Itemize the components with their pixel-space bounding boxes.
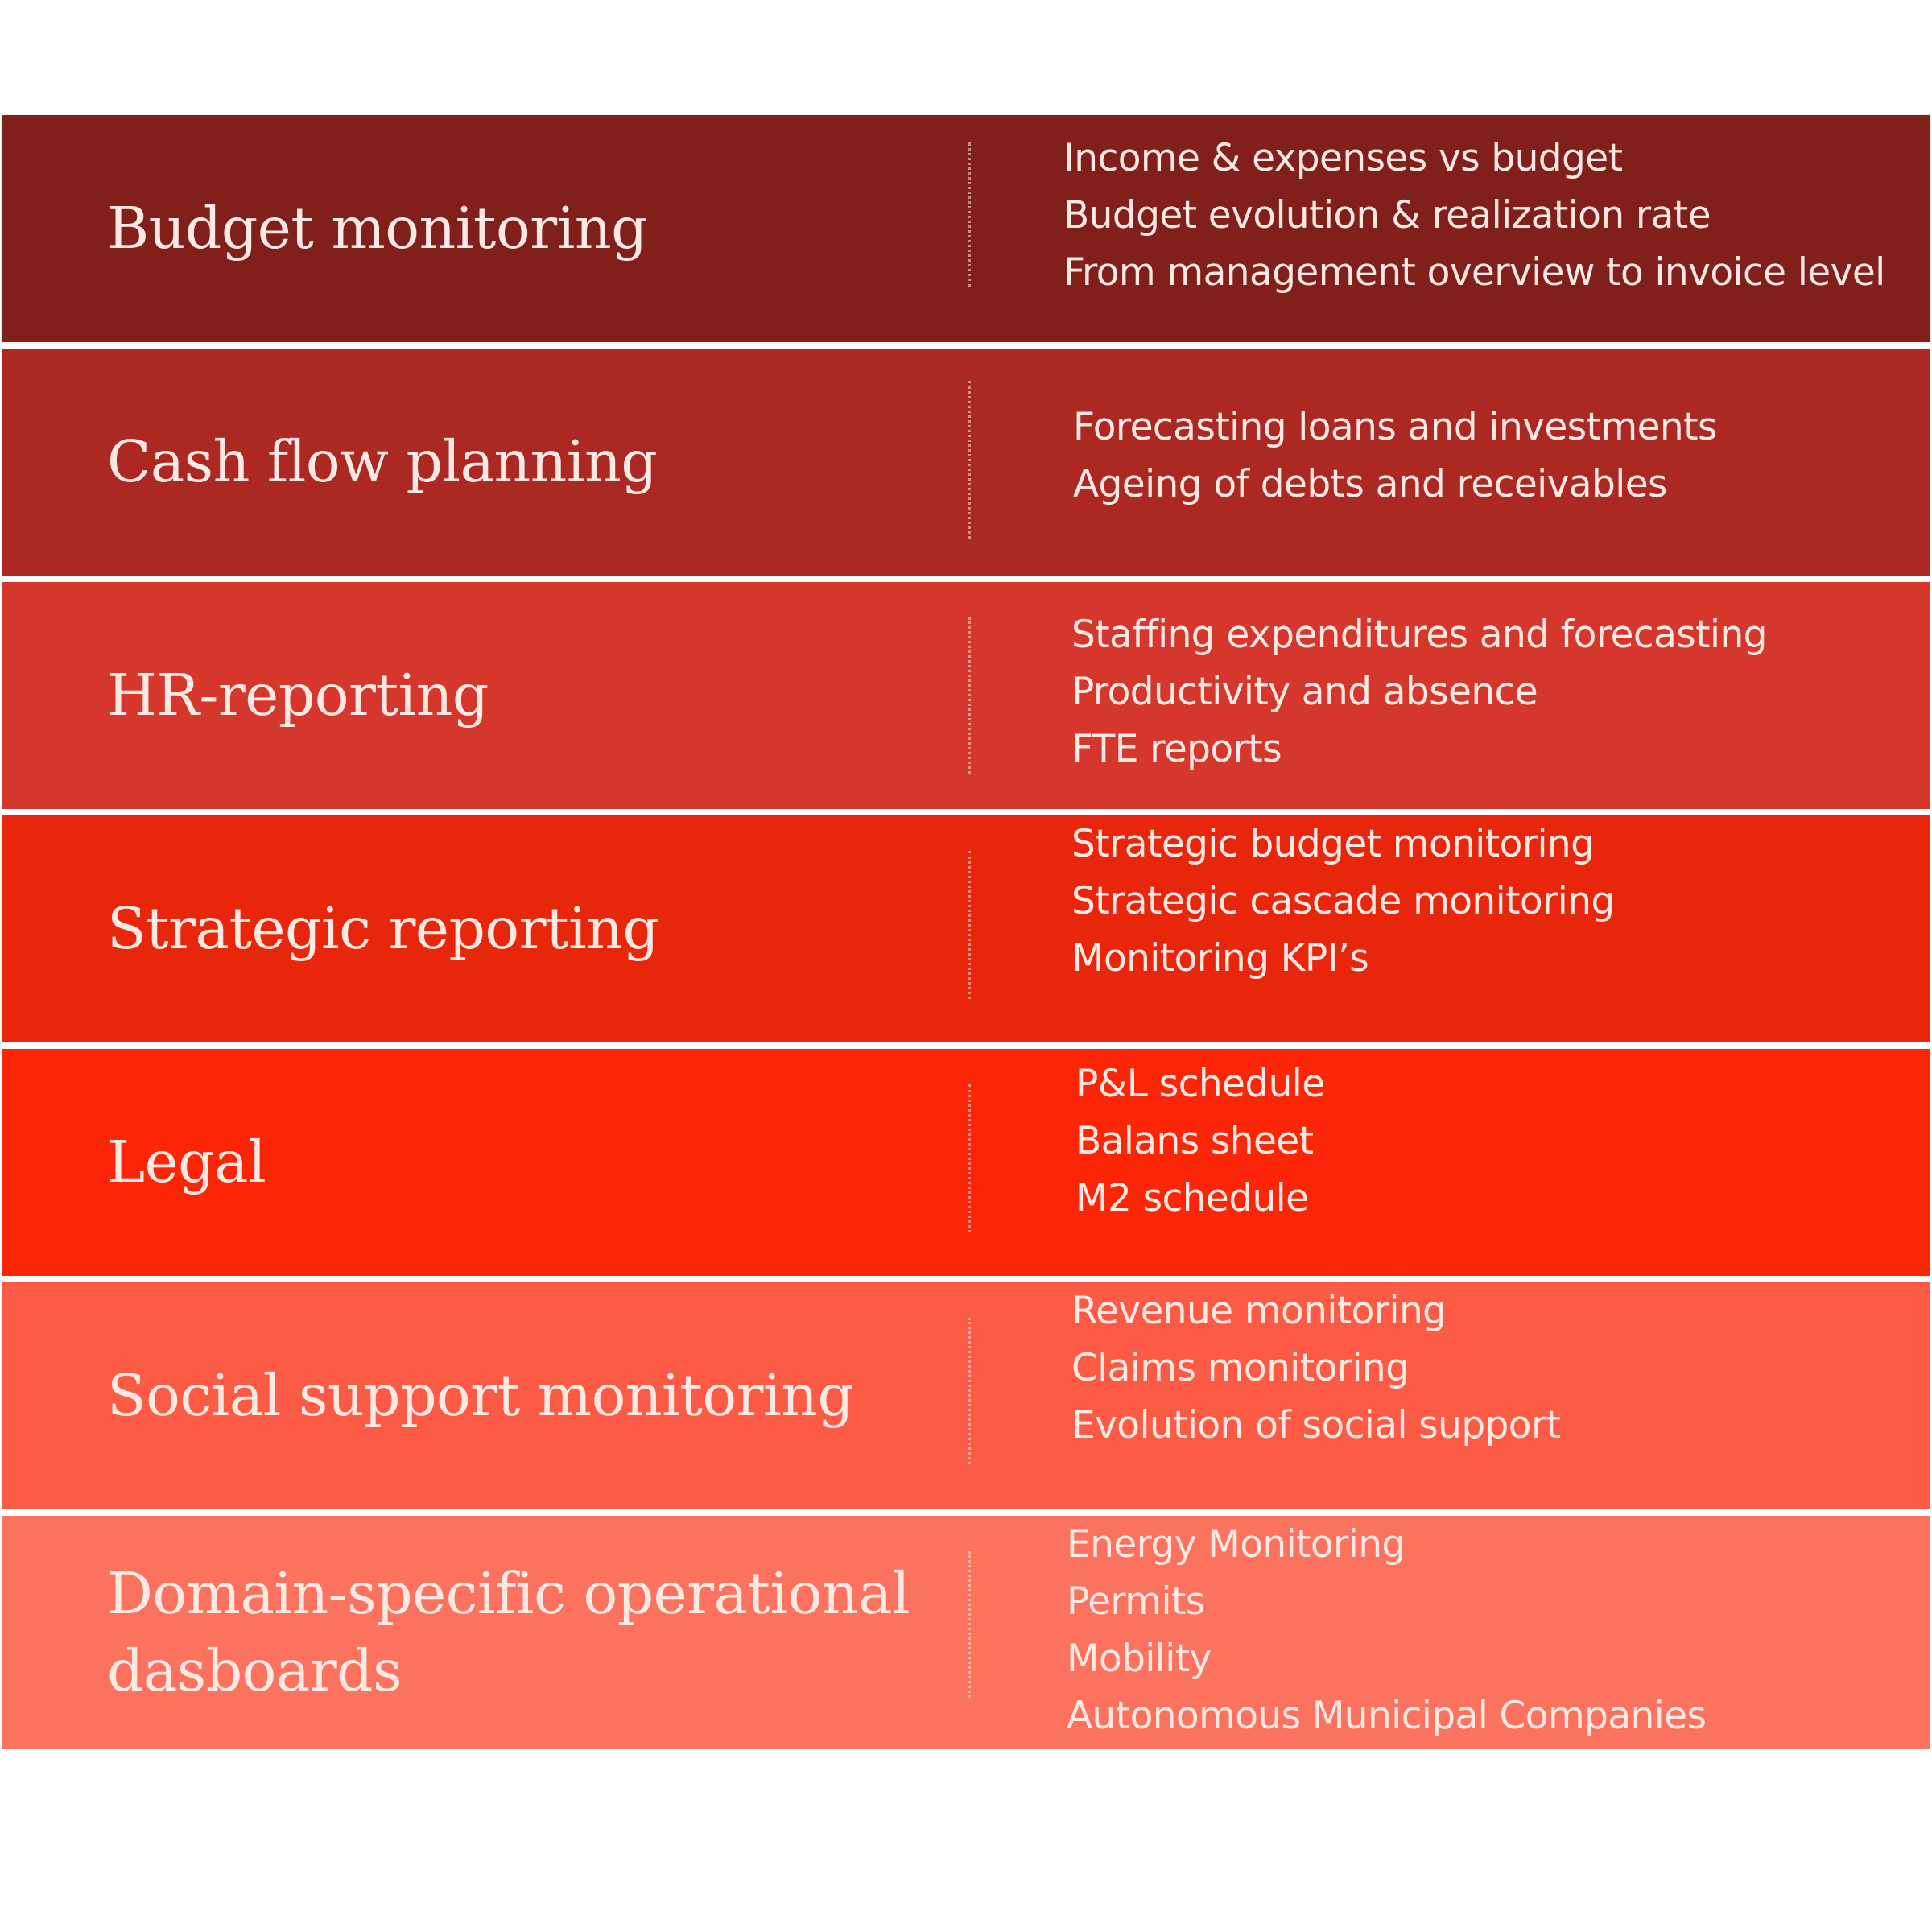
dotted-divider	[968, 1551, 971, 1698]
detail-item: Ageing of debts and receivables	[1073, 462, 1668, 506]
row-title: Budget monitoring	[107, 194, 648, 262]
detail-item: Productivity and absence	[1071, 670, 1538, 714]
row-title: HR-reporting	[107, 661, 489, 729]
detail-item: Revenue monitoring	[1071, 1289, 1447, 1333]
detail-item: FTE reports	[1071, 727, 1282, 771]
detail-item: Budget evolution & realization rate	[1063, 193, 1711, 237]
dotted-divider	[968, 1084, 971, 1232]
detail-item: Strategic budget monitoring	[1071, 822, 1595, 866]
row-title: Cash flow planning	[107, 427, 658, 495]
row-strategic-reporting: Strategic reporting Strategic budget mon…	[2, 815, 1930, 1042]
row-hr-reporting: HR-reporting Staffing expenditures and f…	[2, 582, 1930, 809]
row-details: Revenue monitoring Claims monitoring Evo…	[1071, 1282, 1925, 1509]
detail-item: Permits	[1067, 1579, 1205, 1624]
dotted-divider	[968, 617, 971, 774]
detail-item: M2 schedule	[1075, 1176, 1309, 1220]
detail-item: Energy Monitoring	[1067, 1522, 1406, 1567]
row-title: Domain-specific operational dasboards	[107, 1560, 910, 1704]
detail-item: P&L schedule	[1075, 1062, 1325, 1106]
dotted-divider	[968, 381, 971, 539]
detail-item: Staffing expenditures and forecasting	[1071, 613, 1767, 657]
row-title: Social support monitoring	[107, 1361, 854, 1429]
service-overview: Budget monitoring Income & expenses vs b…	[2, 115, 1930, 1756]
detail-item: Balans sheet	[1075, 1119, 1314, 1163]
row-details: Forecasting loans and investments Ageing…	[1073, 349, 1926, 576]
dotted-divider	[968, 1318, 971, 1464]
row-title: Strategic reporting	[107, 894, 659, 962]
detail-item: Evolution of social support	[1071, 1403, 1561, 1447]
detail-item: Strategic cascade monitoring	[1071, 879, 1615, 923]
row-cash-flow-planning: Cash flow planning Forecasting loans and…	[2, 349, 1930, 576]
row-details: Energy Monitoring Permits Mobility Auton…	[1067, 1516, 1920, 1749]
row-title: Legal	[107, 1128, 266, 1195]
detail-item: Mobility	[1067, 1637, 1212, 1681]
detail-item: Income & expenses vs budget	[1063, 136, 1623, 180]
detail-item: From management overview to invoice leve…	[1063, 250, 1885, 295]
row-details: P&L schedule Balans sheet M2 schedule	[1075, 1049, 1929, 1276]
row-details: Strategic budget monitoring Strategic ca…	[1071, 815, 1925, 1042]
row-legal: Legal P&L schedule Balans sheet M2 sched…	[2, 1049, 1930, 1276]
row-social-support-monitoring: Social support monitoring Revenue monito…	[2, 1282, 1930, 1509]
row-details: Staffing expenditures and forecasting Pr…	[1071, 582, 1925, 809]
row-details: Income & expenses vs budget Budget evolu…	[1063, 115, 1917, 342]
detail-item: Claims monitoring	[1071, 1346, 1410, 1390]
detail-item: Autonomous Municipal Companies	[1067, 1694, 1707, 1738]
dotted-divider	[968, 851, 971, 999]
row-budget-monitoring: Budget monitoring Income & expenses vs b…	[2, 115, 1930, 342]
dotted-divider	[968, 142, 971, 287]
row-domain-specific-dashboards: Domain-specific operational dasboards En…	[2, 1516, 1930, 1749]
detail-item: Monitoring KPI’s	[1071, 936, 1369, 980]
detail-item: Forecasting loans and investments	[1073, 405, 1717, 449]
